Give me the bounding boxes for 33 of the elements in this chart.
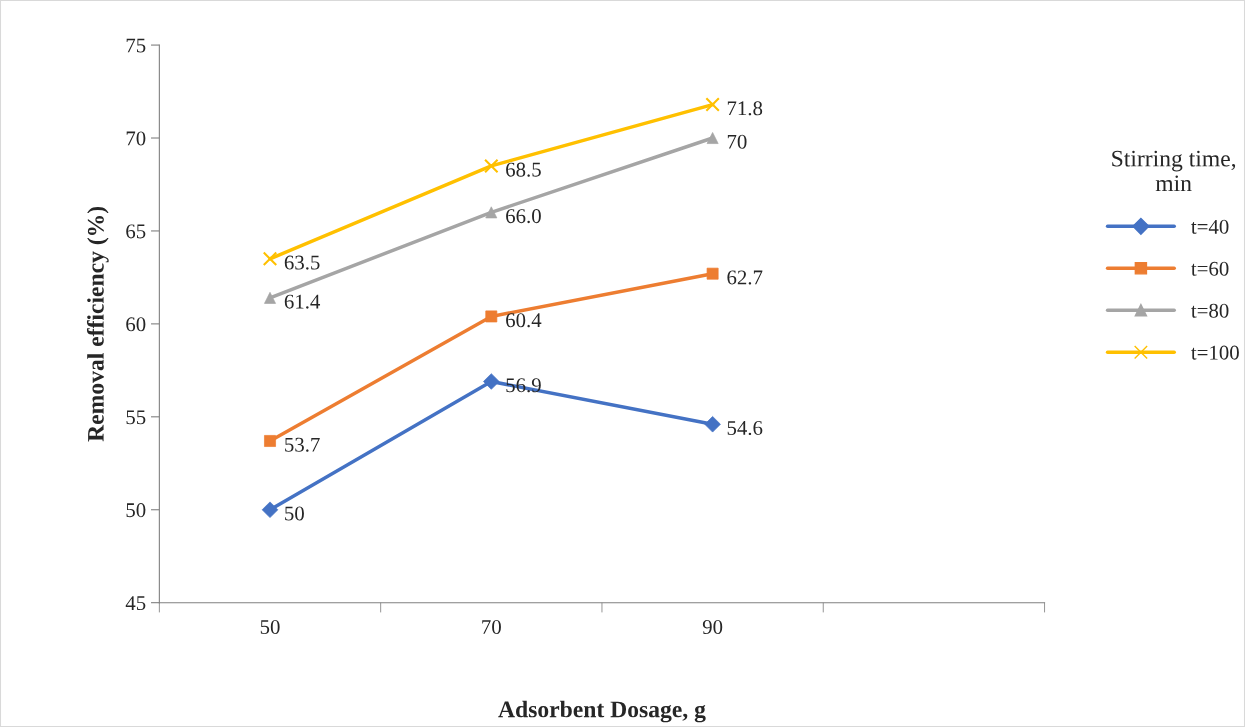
y-tick-label: 60 bbox=[126, 317, 146, 332]
point bbox=[484, 158, 499, 174]
y-tick-label: 55 bbox=[126, 410, 146, 425]
y-tick-label: 50 bbox=[126, 503, 146, 518]
data-label: 61.4 bbox=[284, 294, 321, 309]
legend-label: t=60 bbox=[1191, 261, 1229, 276]
x-axis-title: Adsorbent Dosage, g bbox=[498, 700, 706, 723]
point bbox=[705, 97, 720, 112]
legend-label: t=100 bbox=[1191, 345, 1239, 360]
point bbox=[262, 251, 278, 267]
data-label: 71.8 bbox=[727, 101, 763, 116]
legend-title: Stirring time, min bbox=[1112, 150, 1236, 192]
data-label: 63.5 bbox=[284, 255, 320, 270]
x-tick-label: 90 bbox=[702, 619, 723, 635]
x-tick-label: 50 bbox=[260, 619, 280, 635]
y-tick-label: 75 bbox=[126, 38, 146, 53]
x-tick-label: 70 bbox=[482, 619, 501, 635]
legend-label: t=40 bbox=[1191, 219, 1229, 234]
y-tick-label: 70 bbox=[126, 131, 146, 146]
data-label: 60.4 bbox=[506, 313, 542, 328]
data-label: 53.7 bbox=[285, 437, 320, 452]
data-label: 50 bbox=[285, 506, 304, 521]
legend-label: t=80 bbox=[1191, 303, 1229, 318]
data-label: 62.7 bbox=[727, 270, 763, 285]
data-label: 66.0 bbox=[506, 209, 541, 224]
y-tick-label: 65 bbox=[126, 224, 146, 239]
y-tick-label: 45 bbox=[125, 596, 146, 611]
y-axis-title: Removal efficiency (%) bbox=[86, 206, 109, 442]
data-label: 68.5 bbox=[506, 162, 541, 177]
data-label: 70 bbox=[727, 134, 747, 149]
point bbox=[264, 435, 276, 447]
point bbox=[704, 416, 721, 433]
data-label: 54.6 bbox=[727, 421, 763, 436]
